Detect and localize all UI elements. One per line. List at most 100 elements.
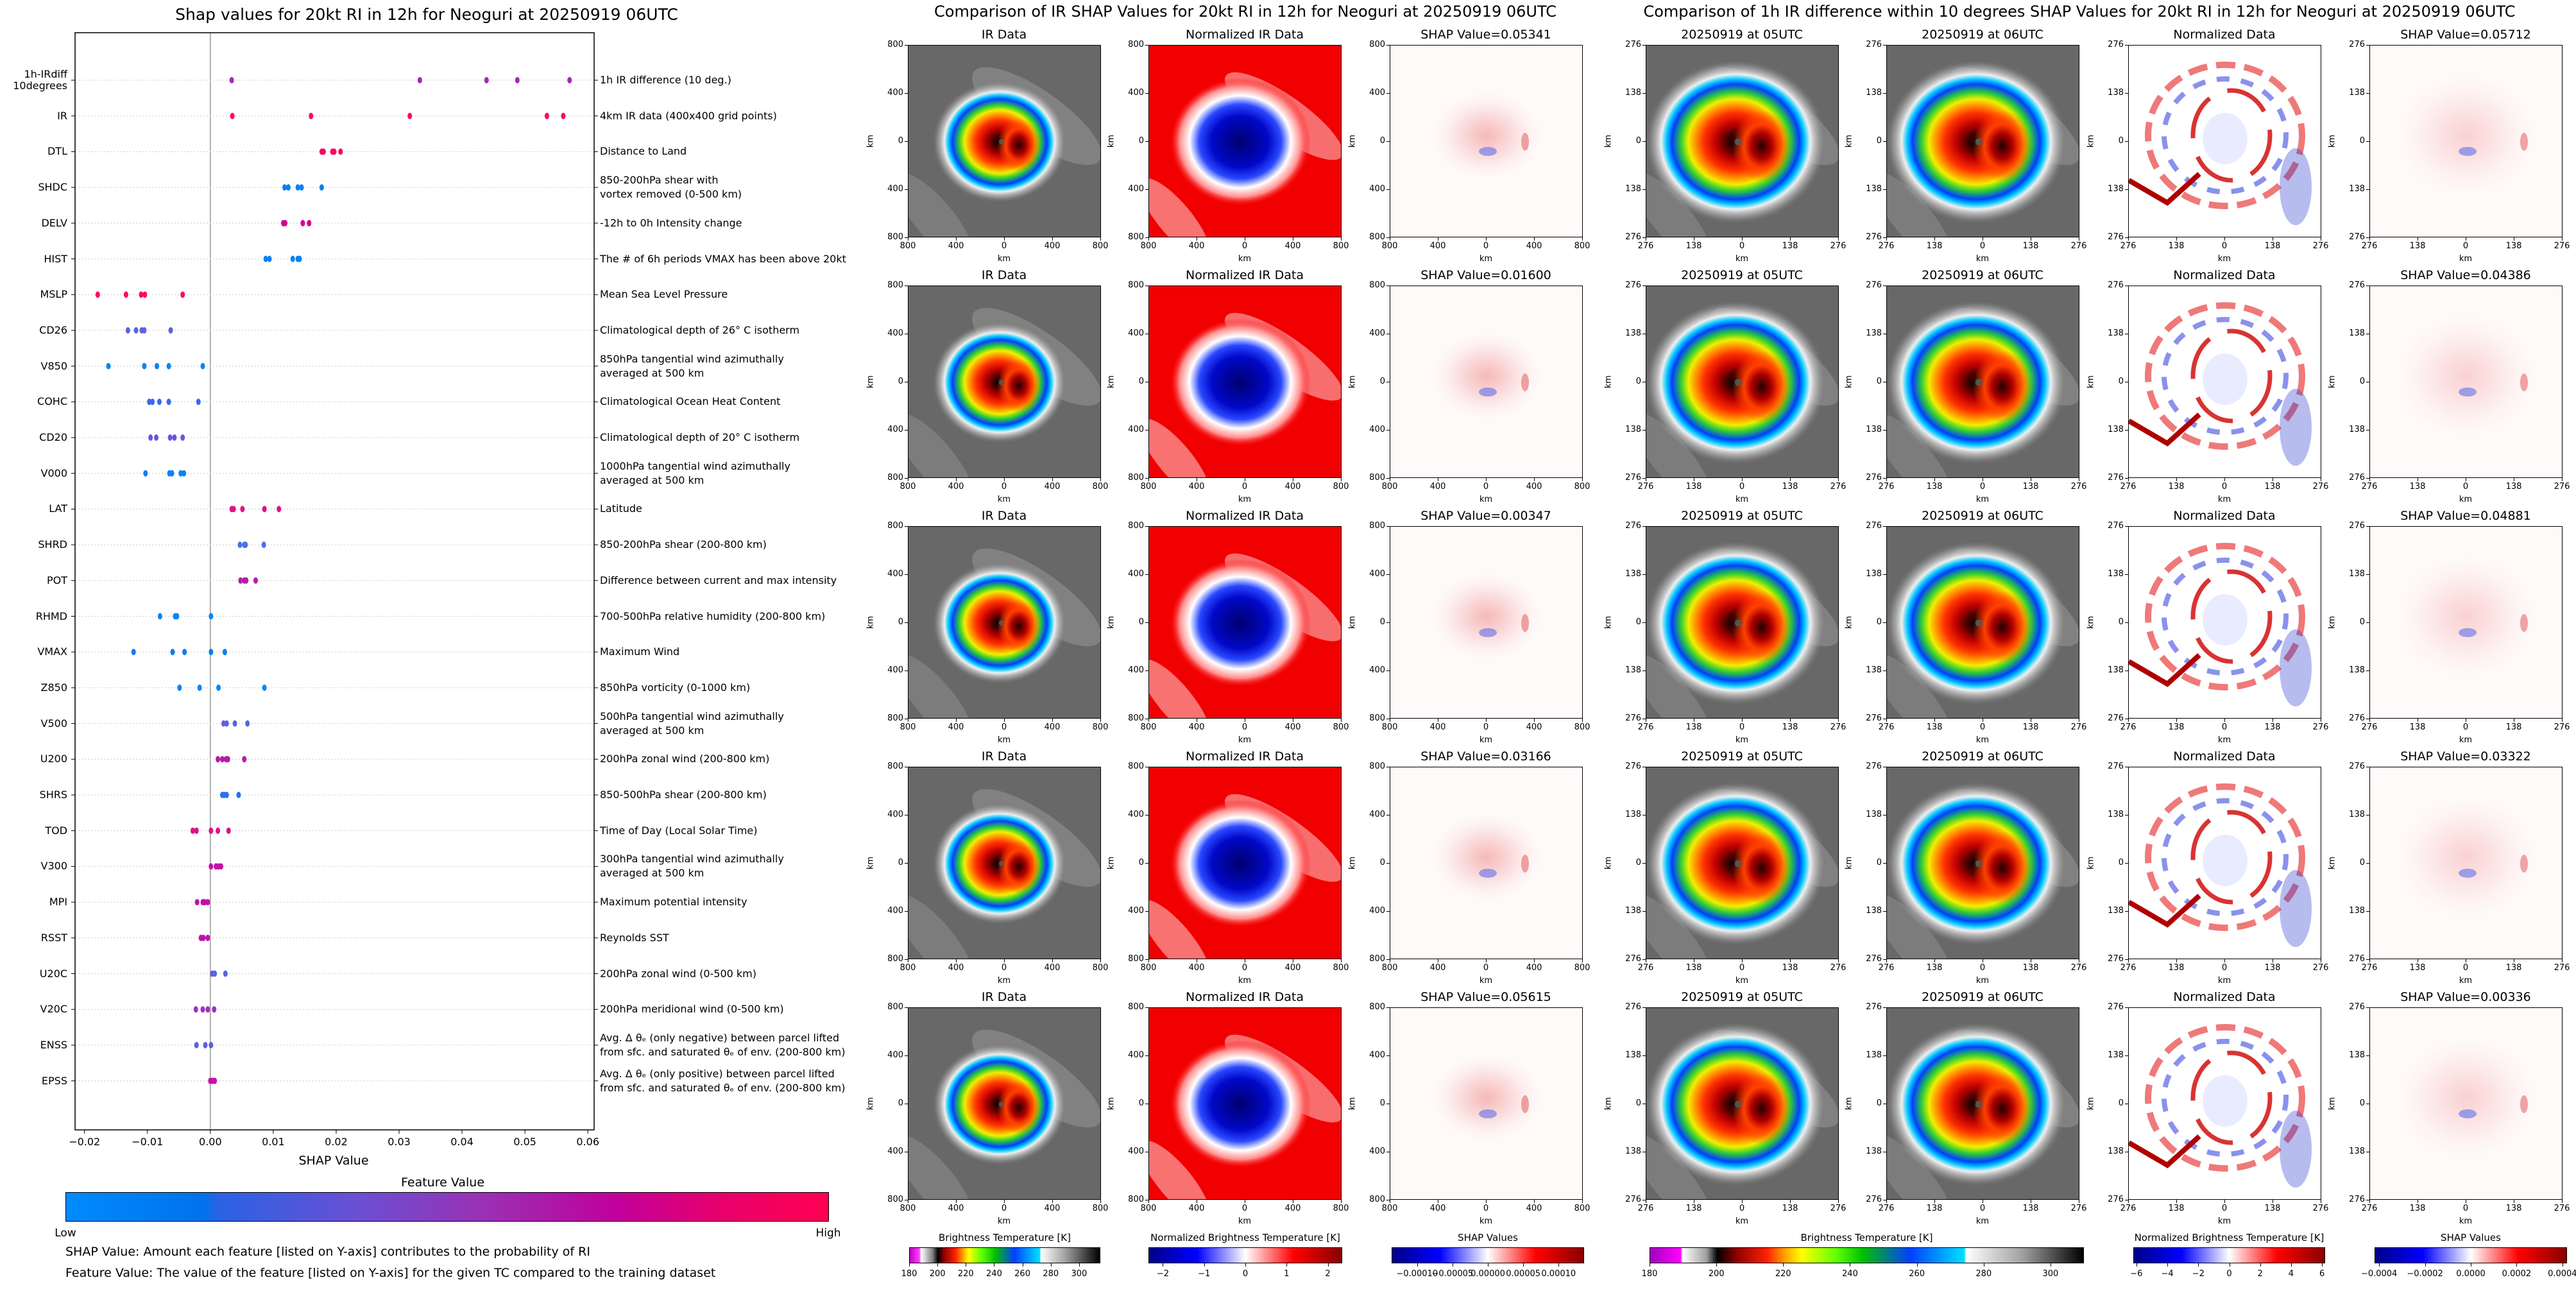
- ytick-label: 800: [1369, 1195, 1385, 1204]
- xtick-label: 400: [1526, 241, 1542, 251]
- colorbar-tick-label: 0.0004: [2548, 1269, 2576, 1279]
- diff-section-panel: [1646, 286, 1839, 478]
- x-axis-label: km: [1238, 495, 1252, 504]
- ytick-mark: [1386, 1007, 1390, 1008]
- xtick-label: 400: [948, 241, 964, 251]
- ytick-label: 276: [1866, 232, 1882, 242]
- ytick-mark: [1642, 141, 1646, 142]
- ytick-mark: [2125, 93, 2128, 94]
- shap-point-tod: [194, 827, 199, 834]
- ytick-mark: [1883, 574, 1886, 575]
- diff-section-panel: [1646, 1007, 1839, 1200]
- xtick-label: 400: [1188, 241, 1205, 251]
- panel-title: 20250919 at 06UTC: [1922, 990, 2043, 1004]
- colorbar-title: SHAP Values: [2441, 1232, 2501, 1243]
- xtick-label: 276: [2070, 482, 2087, 491]
- y-axis-label: km: [1347, 375, 1358, 389]
- diff-section-panel: [2128, 286, 2321, 478]
- y-axis-label: km: [1844, 1097, 1854, 1111]
- xtick-label: 138: [1782, 963, 1798, 973]
- xtick-label: 0.03: [388, 1136, 411, 1148]
- ytick-label: 400: [1369, 88, 1385, 98]
- diff-section-panel: [1886, 1007, 2079, 1200]
- ytick-label: 0: [1635, 136, 1641, 146]
- y-axis-label: km: [2086, 134, 2096, 148]
- xtick-label: 0: [1739, 963, 1745, 973]
- ytick-label: 276: [2108, 1002, 2124, 1012]
- xtick-mark: [956, 719, 957, 722]
- feature-code-label: DELV: [41, 216, 67, 229]
- shap-point-pot: [244, 577, 249, 584]
- x-axis-label: km: [1975, 735, 1990, 745]
- shap-point-cohc: [166, 398, 171, 405]
- ytick-label: 276: [1866, 713, 1882, 723]
- y-axis-label: km: [1106, 134, 1116, 148]
- ytick-label: 138: [2108, 425, 2124, 434]
- feature-code-label: Z850: [40, 681, 68, 694]
- y-axis-label: km: [1844, 856, 1854, 870]
- y-axis-label: km: [866, 134, 876, 148]
- diff-section-panel: [2128, 767, 2321, 959]
- xtick-label: 0: [2221, 963, 2228, 973]
- xtick-mark: [1100, 959, 1101, 962]
- colorbar-low-label: Low: [55, 1227, 76, 1240]
- ytick-label: 0: [1876, 858, 1882, 867]
- ytick-label: 276: [2349, 232, 2365, 242]
- ytick-label: 800: [1128, 1195, 1144, 1204]
- shap-point-v500: [245, 720, 250, 727]
- ytick-mark: [1145, 911, 1148, 912]
- ytick-mark: [1642, 189, 1646, 190]
- shap-point-mslp: [95, 291, 100, 298]
- diff-section-panel: [2369, 526, 2563, 719]
- ytick-label: 0: [1635, 1098, 1641, 1108]
- xtick-label: 800: [1574, 241, 1591, 251]
- colorbar-tick: [1204, 1263, 1205, 1267]
- ytick-label: 0: [1635, 377, 1641, 386]
- xtick-label: 400: [1526, 963, 1542, 973]
- xtick-label: 138: [1926, 963, 1943, 973]
- shap-point-z850: [216, 684, 221, 691]
- colorbar-title: Normalized Brightness Temperature [K]: [2134, 1232, 2324, 1243]
- xtick-label: 276: [2554, 963, 2570, 973]
- ytick-label: 138: [1866, 184, 1882, 194]
- ytick-mark: [905, 1055, 908, 1056]
- xtick-label: 276: [2312, 1204, 2329, 1213]
- xtick-label: 400: [1044, 1204, 1061, 1213]
- colorbar-tick-label: 200: [1708, 1269, 1725, 1279]
- normalized-difference-image: [2129, 527, 2321, 718]
- xtick-label: 800: [1381, 722, 1398, 732]
- ytick-mark: [2366, 1055, 2369, 1056]
- shap-point-enss: [194, 1041, 199, 1048]
- shap-point-cd26: [125, 327, 130, 334]
- ytick-mark: [2125, 959, 2128, 960]
- colorbar-tick-label: −0.00005: [1431, 1269, 1474, 1279]
- xtick-label: 0: [1001, 963, 1007, 973]
- panel-title: Normalized IR Data: [1186, 268, 1304, 282]
- xtick-label: 400: [948, 722, 964, 732]
- xtick-mark: [1148, 478, 1149, 481]
- ir-section-panel: [908, 45, 1101, 237]
- ir-image: [908, 527, 1100, 718]
- x-axis-label: km: [997, 976, 1011, 986]
- shap-point-ir: [544, 112, 549, 119]
- diff-section-title: Comparison of 1h IR difference within 10…: [1643, 3, 2516, 21]
- colorbar-title: Brightness Temperature [K]: [1800, 1232, 1933, 1243]
- ytick-label: 0: [1635, 617, 1641, 627]
- xtick-label: 0: [1739, 241, 1745, 251]
- shap-point-hist: [290, 255, 295, 262]
- ytick-label: 138: [1625, 88, 1641, 98]
- feature-code-label: POT: [46, 574, 67, 586]
- xtick-mark: [2224, 478, 2225, 481]
- colorbar-tick-label: −2: [1156, 1269, 1170, 1279]
- colorbar-tick-label: −0.0002: [2407, 1269, 2443, 1279]
- xtick-label: 0: [1001, 722, 1007, 732]
- xtick-mark: [1486, 237, 1487, 241]
- ytick-mark: [2125, 478, 2128, 479]
- shap-point-z850: [197, 684, 202, 691]
- ytick-label: 138: [2349, 329, 2365, 338]
- feature-description: Climatological Ocean Heat Content: [600, 395, 781, 408]
- ytick-label: 138: [1866, 88, 1882, 98]
- xtick-label: 276: [2312, 963, 2329, 973]
- xtick-mark: [1341, 478, 1342, 481]
- ytick-label: 0: [2118, 136, 2124, 146]
